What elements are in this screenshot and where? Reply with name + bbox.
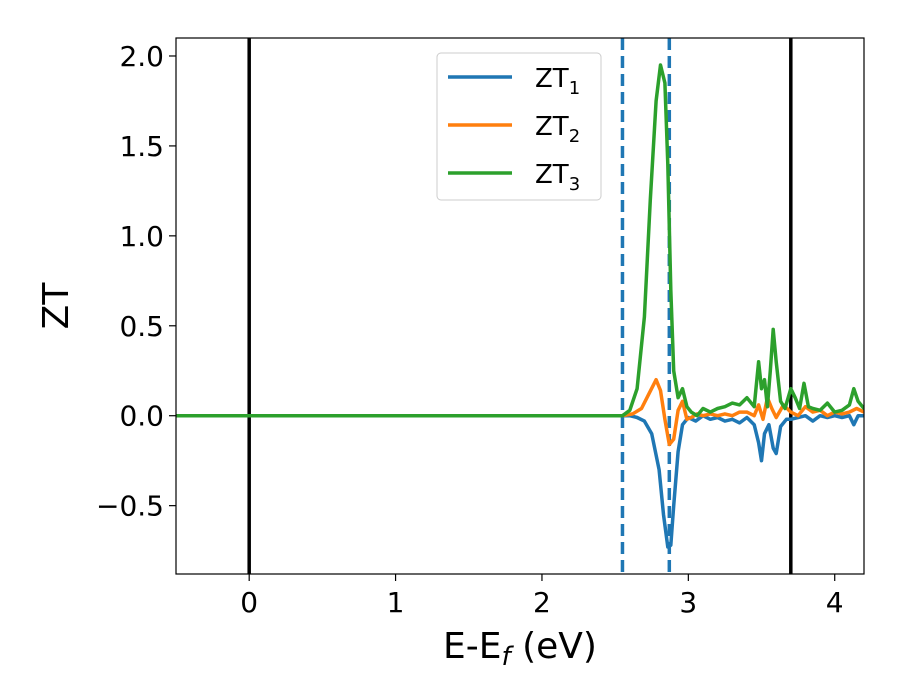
- legend-label-zt1: ZT1: [535, 64, 580, 99]
- legend-label-zt3: ZT3: [535, 160, 580, 195]
- y-axis-label: ZT: [36, 282, 77, 330]
- plot-frame: [175, 37, 865, 575]
- x-axis-label-unit: (eV): [511, 626, 597, 667]
- legend: ZT1 ZT2 ZT3: [436, 52, 602, 201]
- plot-area: [175, 37, 865, 575]
- vertical-reference-lines: [247, 38, 793, 574]
- x-tick-label: 1: [387, 586, 405, 619]
- legend-frame: [436, 52, 602, 201]
- series-line-zt3: [176, 63, 864, 418]
- x-tick-label: 2: [533, 586, 551, 619]
- y-tick-label: 2.0: [119, 40, 164, 73]
- y-tick-label: 0.0: [119, 400, 164, 433]
- x-axis-label: E-Ef (eV): [443, 626, 597, 672]
- y-tick-label: 1.5: [119, 130, 164, 163]
- x-tick-label: 3: [679, 586, 697, 619]
- series-line-zt1: [176, 413, 864, 549]
- series-layer: [176, 63, 864, 549]
- x-tick-label: 4: [826, 586, 844, 619]
- x-axis-ticks: 0 1 2 3 4: [240, 574, 844, 619]
- y-tick-label: 1.0: [119, 220, 164, 253]
- y-axis-ticks: −0.5 0.0 0.5 1.0 1.5 2.0: [96, 40, 176, 523]
- legend-label-zt2: ZT2: [535, 112, 580, 147]
- x-tick-label: 0: [240, 586, 258, 619]
- y-tick-label: 0.5: [119, 310, 164, 343]
- y-tick-label: −0.5: [96, 490, 164, 523]
